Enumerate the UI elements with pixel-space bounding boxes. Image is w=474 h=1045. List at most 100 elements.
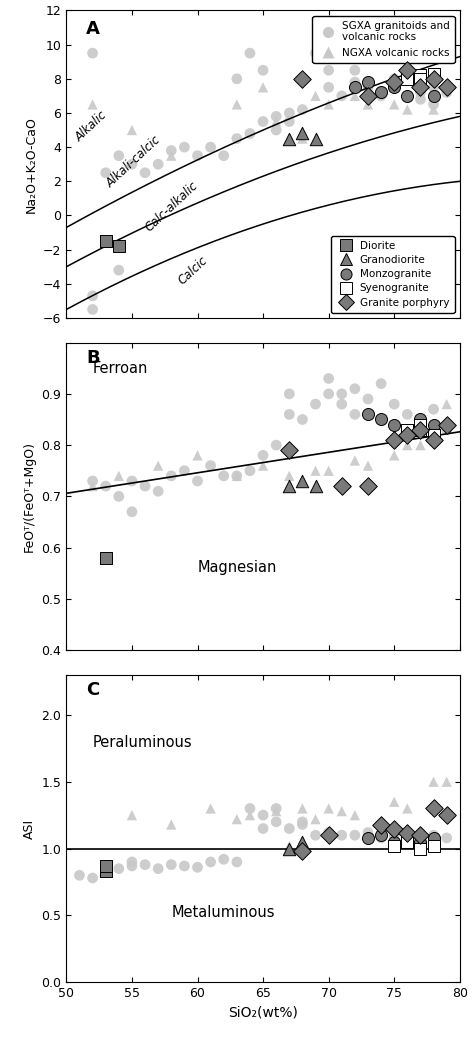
- Point: [155, 458, 162, 474]
- Point: [403, 70, 411, 87]
- Point: [364, 830, 372, 846]
- Point: [246, 45, 254, 62]
- Point: [285, 840, 293, 857]
- Point: [233, 96, 241, 113]
- Point: [312, 811, 319, 828]
- Point: [403, 88, 411, 104]
- Point: [102, 164, 109, 181]
- Point: [312, 45, 319, 62]
- Point: [403, 834, 411, 851]
- Point: [351, 62, 359, 78]
- Point: [338, 478, 346, 494]
- Point: [391, 793, 398, 810]
- Point: [207, 800, 214, 817]
- Point: [102, 858, 109, 875]
- Point: [233, 467, 241, 484]
- Point: [285, 386, 293, 402]
- Point: [338, 803, 346, 819]
- Point: [417, 834, 424, 851]
- Point: [364, 407, 372, 423]
- Point: [377, 411, 385, 427]
- Point: [391, 79, 398, 96]
- Point: [403, 407, 411, 423]
- Point: [417, 421, 424, 438]
- Point: [141, 856, 149, 873]
- Point: [299, 813, 306, 830]
- Point: [417, 834, 424, 851]
- Point: [115, 860, 123, 877]
- Point: [155, 483, 162, 500]
- Point: [299, 411, 306, 427]
- Point: [391, 432, 398, 448]
- Point: [194, 472, 201, 489]
- Point: [246, 807, 254, 823]
- Point: [167, 142, 175, 159]
- Point: [299, 800, 306, 817]
- Text: Ferroan: Ferroan: [92, 361, 148, 375]
- Point: [364, 391, 372, 408]
- Point: [364, 96, 372, 113]
- Point: [89, 301, 96, 318]
- Point: [102, 478, 109, 494]
- Text: Calcic: Calcic: [175, 254, 210, 287]
- Point: [430, 96, 438, 113]
- Point: [377, 88, 385, 104]
- Legend: Diorite, Granodiorite, Monzogranite, Syenogranite, Granite porphyry: Diorite, Granodiorite, Monzogranite, Sye…: [331, 236, 455, 312]
- Point: [391, 70, 398, 87]
- Y-axis label: FeOᵀ/(FeOᵀ+MgO): FeOᵀ/(FeOᵀ+MgO): [23, 441, 36, 552]
- Text: Calc-alkalic: Calc-alkalic: [143, 179, 201, 234]
- Point: [417, 70, 424, 87]
- Point: [325, 800, 332, 817]
- Point: [299, 125, 306, 142]
- Point: [325, 96, 332, 113]
- Point: [312, 88, 319, 104]
- Point: [285, 104, 293, 121]
- Point: [312, 131, 319, 147]
- Point: [403, 421, 411, 438]
- Point: [403, 800, 411, 817]
- Point: [167, 467, 175, 484]
- Point: [351, 452, 359, 469]
- Point: [391, 79, 398, 96]
- Point: [430, 88, 438, 104]
- Point: [181, 858, 188, 875]
- Point: [115, 238, 123, 255]
- Y-axis label: Na₂O+K₂O-CaO: Na₂O+K₂O-CaO: [25, 116, 37, 213]
- Point: [207, 458, 214, 474]
- Point: [285, 467, 293, 484]
- Text: Alkali-calcic: Alkali-calcic: [103, 133, 163, 190]
- Point: [299, 472, 306, 489]
- Point: [430, 800, 438, 817]
- Point: [299, 70, 306, 87]
- Point: [417, 840, 424, 857]
- Point: [430, 70, 438, 87]
- Point: [364, 825, 372, 841]
- Point: [89, 478, 96, 494]
- Point: [403, 62, 411, 78]
- Point: [128, 121, 136, 138]
- Point: [141, 164, 149, 181]
- Point: [273, 121, 280, 138]
- Point: [285, 131, 293, 147]
- Point: [364, 88, 372, 104]
- Point: [194, 147, 201, 164]
- Point: [417, 416, 424, 433]
- Text: Alkalic: Alkalic: [73, 108, 110, 144]
- Point: [233, 131, 241, 147]
- Point: [325, 370, 332, 387]
- Text: A: A: [86, 20, 100, 38]
- Text: Magnesian: Magnesian: [198, 560, 277, 576]
- Point: [403, 831, 411, 847]
- Point: [299, 125, 306, 142]
- Point: [102, 550, 109, 566]
- Point: [351, 807, 359, 823]
- Point: [443, 416, 450, 433]
- Y-axis label: ASI: ASI: [23, 818, 36, 838]
- Point: [430, 101, 438, 118]
- Point: [89, 472, 96, 489]
- Point: [259, 458, 267, 474]
- Point: [233, 854, 241, 870]
- Point: [273, 437, 280, 454]
- Point: [364, 88, 372, 104]
- Point: [128, 807, 136, 823]
